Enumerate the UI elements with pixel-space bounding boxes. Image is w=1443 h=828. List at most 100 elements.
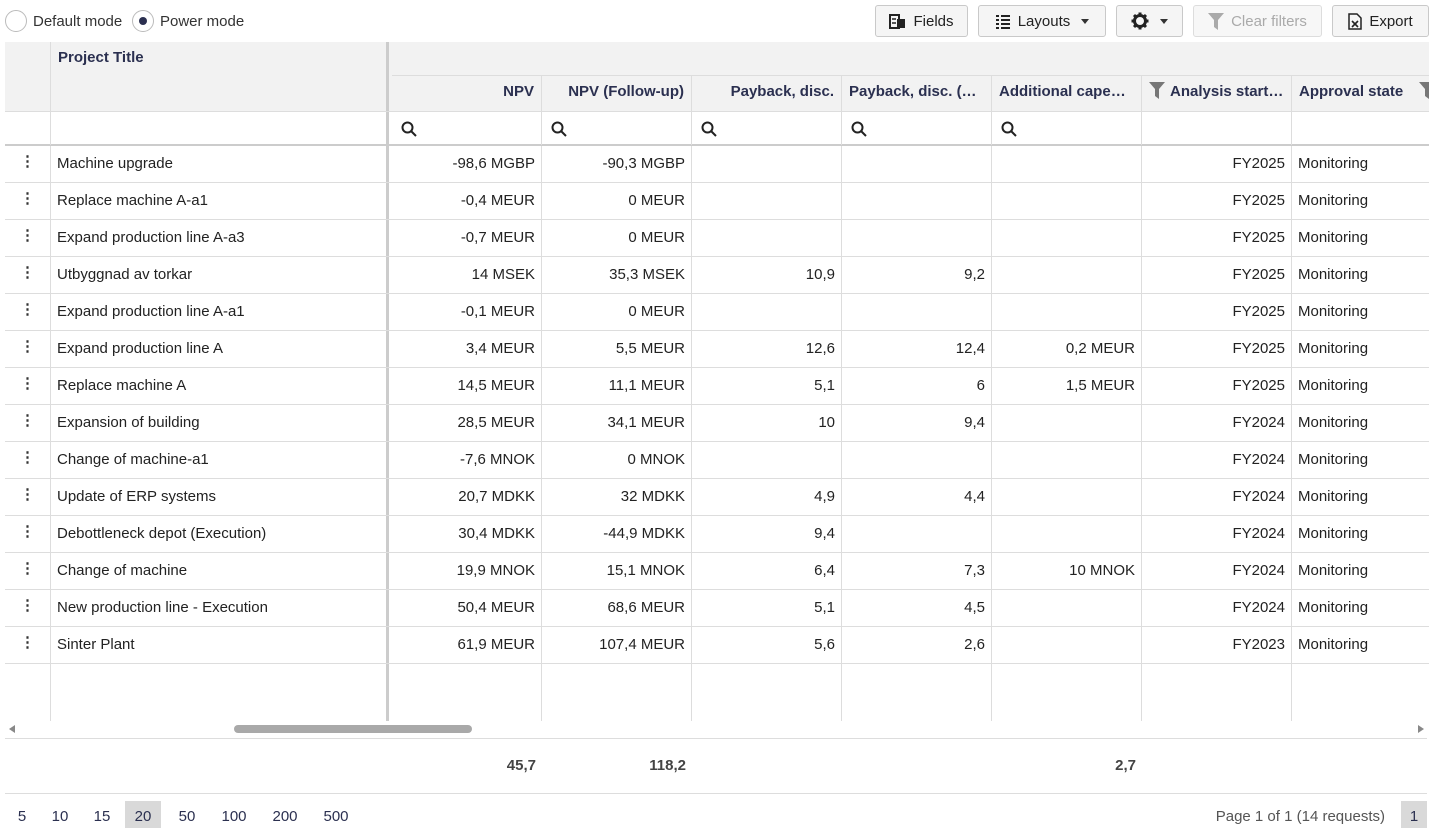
kebab-menu-icon[interactable]: ⋮	[5, 294, 51, 330]
kebab-menu-icon[interactable]: ⋮	[5, 331, 51, 367]
kebab-menu-icon[interactable]: ⋮	[5, 442, 51, 478]
filter-payback-disc[interactable]	[692, 112, 842, 145]
cell-payback-disc: 9,4	[692, 516, 842, 552]
filter-row	[5, 111, 1429, 146]
cell-npv-followup: -44,9 MDKK	[542, 516, 692, 552]
filter-npv-followup[interactable]	[542, 112, 692, 145]
cell-payback-disc-2: 4,5	[842, 590, 992, 626]
cell-additional-capex	[992, 405, 1142, 441]
cell-payback-disc: 6,4	[692, 553, 842, 589]
header-npv-followup[interactable]: NPV (Follow-up)	[542, 76, 692, 111]
filter-approval-state[interactable]	[1292, 112, 1429, 145]
page-size-5[interactable]: 5	[17, 808, 27, 825]
table-row[interactable]: ⋮ New production line - Execution 50,4 MEU…	[5, 590, 1429, 627]
table-row[interactable]: ⋮ Update of ERP systems 20,7 MDKK 32 MDKK 4,…	[5, 479, 1429, 516]
page-number-1[interactable]: 1	[1401, 801, 1427, 828]
cell-analysis-start: FY2024	[1142, 590, 1292, 626]
page-size-20[interactable]: 20	[125, 801, 161, 828]
filter-additional-capex[interactable]	[992, 112, 1142, 145]
kebab-menu-icon[interactable]: ⋮	[5, 220, 51, 256]
total-additional-capex: 2,7	[1115, 757, 1136, 774]
filter-icon	[1149, 82, 1165, 99]
kebab-menu-icon[interactable]: ⋮	[5, 479, 51, 515]
cell-payback-disc-2: 6	[842, 368, 992, 404]
cell-analysis-start: FY2025	[1142, 331, 1292, 367]
fields-button[interactable]: Fields	[875, 5, 968, 37]
header-analysis-start[interactable]: Analysis start…	[1142, 76, 1292, 111]
table-row[interactable]: ⋮ Change of machine-a1 -7,6 MNOK 0 MNOK FY20…	[5, 442, 1429, 479]
filter-analysis-start[interactable]	[1142, 112, 1292, 145]
table-row[interactable]: ⋮ Debottleneck depot (Execution) 30,4 MDKK…	[5, 516, 1429, 553]
cell-npv: 30,4 MDKK	[392, 516, 542, 552]
layouts-button[interactable]: Layouts	[978, 5, 1106, 37]
cell-additional-capex: 0,2 MEUR	[992, 331, 1142, 367]
filter-icon	[1208, 12, 1225, 30]
filter-project-title[interactable]	[51, 112, 389, 145]
export-button[interactable]: Export	[1332, 5, 1429, 37]
page-size-500[interactable]: 500	[323, 808, 349, 825]
header-payback-disc-2[interactable]: Payback, disc. (…	[842, 76, 992, 111]
cell-payback-disc-2	[842, 442, 992, 478]
cell-payback-disc	[692, 442, 842, 478]
table-row[interactable]: ⋮ Utbyggnad av torkar 14 MSEK 35,3 MSEK 10,9…	[5, 257, 1429, 294]
table-row[interactable]: ⋮ Expand production line A-a1 -0,1 MEUR 0 M…	[5, 294, 1429, 331]
table-row[interactable]: ⋮ Replace machine A 14,5 MEUR 11,1 MEUR 5,1 6…	[5, 368, 1429, 405]
cell-project-title: Replace machine A	[51, 368, 389, 404]
header-project-title[interactable]: Project Title	[51, 42, 389, 111]
page-size-10[interactable]: 10	[51, 808, 69, 825]
kebab-menu-icon[interactable]: ⋮	[5, 516, 51, 552]
kebab-menu-icon[interactable]: ⋮	[5, 368, 51, 404]
page-size-15[interactable]: 15	[93, 808, 111, 825]
clear-filters-button[interactable]: Clear filters	[1193, 5, 1322, 37]
empty-area	[5, 664, 51, 721]
cell-npv: 50,4 MEUR	[392, 590, 542, 626]
cell-approval-state: Monitoring	[1298, 303, 1369, 320]
cell-npv-followup: -90,3 MGBP	[542, 146, 692, 182]
header-payback-disc[interactable]: Payback, disc.	[692, 76, 842, 111]
header-additional-capex[interactable]: Additional capex…	[992, 76, 1142, 111]
table-row[interactable]: ⋮ Machine upgrade -98,6 MGBP -90,3 MGBP FY20…	[5, 146, 1429, 183]
kebab-menu-icon[interactable]: ⋮	[5, 183, 51, 219]
settings-button[interactable]	[1116, 5, 1183, 37]
page-size-50[interactable]: 50	[178, 808, 196, 825]
empty-area	[1142, 664, 1292, 721]
cell-analysis-start: FY2023	[1142, 627, 1292, 663]
table-row[interactable]: ⋮ Expansion of building 28,5 MEUR 34,1 MEUR…	[5, 405, 1429, 442]
cell-additional-capex	[992, 183, 1142, 219]
cell-analysis-start: FY2024	[1142, 442, 1292, 478]
cell-payback-disc-2: 9,4	[842, 405, 992, 441]
table-row[interactable]: ⋮ Sinter Plant 61,9 MEUR 107,4 MEUR 5,6 2,6 FY…	[5, 627, 1429, 664]
kebab-menu-icon[interactable]: ⋮	[5, 553, 51, 589]
cell-approval-state: Monitoring	[1298, 266, 1369, 283]
chevron-down-icon	[1081, 18, 1090, 24]
list-icon	[995, 14, 1010, 29]
default-mode-radio[interactable]	[5, 10, 27, 32]
filter-payback-disc-2[interactable]	[842, 112, 992, 145]
horizontal-scrollbar[interactable]	[5, 721, 1427, 737]
power-mode-option[interactable]: Power mode	[132, 10, 244, 32]
scroll-left-arrow-icon[interactable]	[9, 725, 15, 733]
scrollbar-thumb[interactable]	[234, 725, 472, 733]
cell-npv: -0,4 MEUR	[392, 183, 542, 219]
table-row[interactable]: ⋮ Replace machine A-a1 -0,4 MEUR 0 MEUR FY20…	[5, 183, 1429, 220]
empty-area	[992, 664, 1142, 721]
cell-npv: -0,1 MEUR	[392, 294, 542, 330]
table-row[interactable]: ⋮ Expand production line A-a3 -0,7 MEUR 0 M…	[5, 220, 1429, 257]
table-row[interactable]: ⋮ Expand production line A 3,4 MEUR 5,5 MEU…	[5, 331, 1429, 368]
header-npv[interactable]: NPV	[392, 76, 542, 111]
kebab-menu-icon[interactable]: ⋮	[5, 257, 51, 293]
page-size-200[interactable]: 200	[272, 808, 298, 825]
default-mode-option[interactable]: Default mode	[5, 10, 122, 32]
cell-additional-capex	[992, 442, 1142, 478]
header-approval-state[interactable]: Approval state	[1292, 76, 1429, 111]
scroll-right-arrow-icon[interactable]	[1418, 725, 1424, 733]
filter-npv[interactable]	[392, 112, 542, 145]
power-mode-radio[interactable]	[132, 10, 154, 32]
kebab-menu-icon[interactable]: ⋮	[5, 405, 51, 441]
kebab-menu-icon[interactable]: ⋮	[5, 146, 51, 182]
table-row[interactable]: ⋮ Change of machine 19,9 MNOK 15,1 MNOK 6,4 7…	[5, 553, 1429, 590]
kebab-menu-icon[interactable]: ⋮	[5, 590, 51, 626]
page-size-100[interactable]: 100	[221, 808, 247, 825]
cell-payback-disc: 5,1	[692, 368, 842, 404]
kebab-menu-icon[interactable]: ⋮	[5, 627, 51, 663]
